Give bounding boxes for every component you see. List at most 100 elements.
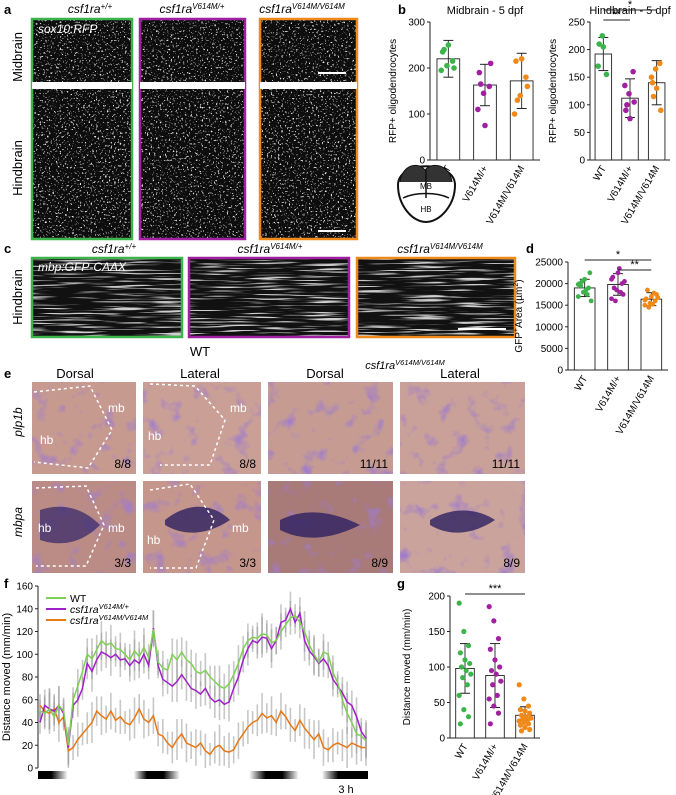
data-point [584, 292, 590, 297]
data-point [465, 714, 472, 720]
y-tick-label: 150 [568, 73, 585, 84]
data-point [497, 664, 503, 670]
y-axis-label: GFP+Area (µm2) [513, 279, 525, 352]
count-label: 3/3 [114, 556, 131, 570]
legend-label-sup: V614M/+ [99, 602, 130, 611]
data-point [517, 722, 523, 728]
bar [640, 298, 663, 371]
data-point [611, 285, 617, 291]
x-tick-label: V614M/+ [471, 742, 501, 783]
count-label: 11/11 [360, 457, 389, 471]
data-point [468, 671, 474, 677]
data-point [465, 643, 472, 649]
data-point [441, 46, 447, 53]
data-point [575, 282, 581, 287]
genotype-het-header-a: csf1raV614M/+ [160, 2, 225, 16]
data-point [467, 660, 473, 667]
data-point [630, 68, 636, 75]
x-tick-label: V614M/+ [606, 164, 636, 205]
y-tick-label: 100 [428, 663, 445, 674]
data-point [522, 724, 528, 730]
data-point [517, 92, 524, 99]
data-point [511, 111, 518, 117]
data-point [487, 60, 494, 67]
data-point [461, 628, 467, 635]
x-tick-label: WT [453, 742, 470, 761]
y-axis-label-part: + [513, 328, 520, 332]
schematic-mb-label: MB [420, 182, 432, 191]
y-tick-label: 80 [22, 673, 34, 684]
data-point [521, 696, 527, 702]
y-tick-label: 40 [22, 718, 34, 729]
mb-label: mb [230, 401, 247, 415]
y-tick-label: 50 [434, 698, 446, 709]
series-line [39, 614, 367, 746]
hb-label: hb [38, 521, 52, 535]
y-tick-label: 160 [16, 582, 33, 593]
data-point [491, 703, 497, 709]
stain-label-sox10: sox10:RFP [38, 22, 97, 36]
data-point [516, 718, 522, 724]
y-axis-label-part: GFP [514, 332, 525, 353]
count-label: 8/9 [371, 556, 388, 570]
schematic-hb-label: HB [420, 205, 431, 214]
data-point [596, 41, 602, 47]
data-point [487, 646, 493, 652]
y-tick-label: 0 [439, 734, 445, 745]
legend-label-sup: V614M/V614M [99, 613, 149, 622]
data-point [655, 295, 661, 300]
panel-letter-c: c [4, 241, 11, 256]
stain-label-mbp: mbp:GFP-CAAX [38, 260, 127, 274]
y-tick-label: 150 [428, 627, 445, 638]
data-point [445, 42, 452, 48]
data-point [458, 664, 465, 670]
panel-letter-a: a [4, 2, 12, 17]
data-point [522, 708, 528, 714]
data-point [595, 63, 601, 69]
x-tick-label: V614M/+ [594, 374, 624, 415]
data-point [457, 650, 463, 656]
y-tick-label: 100 [16, 650, 33, 661]
genotype-wt-header-c: csf1ra+/+ [92, 242, 137, 256]
data-point [495, 710, 502, 716]
y-tick-label: 5000 [541, 344, 564, 355]
legend-label: csf1raV614M/V614M [70, 613, 149, 627]
ish-plp1b-dorsal-mut [268, 382, 393, 474]
data-point [656, 60, 663, 67]
data-point [456, 600, 462, 606]
data-point [658, 107, 664, 114]
y-tick-label: 15000 [535, 301, 563, 312]
y-tick-label: 300 [408, 18, 425, 29]
ish-mbpa-lateral-mut [400, 481, 525, 573]
x-tick-label: WT [573, 374, 590, 393]
genotype-hom-header-a: csf1raV614M/V614M [259, 2, 345, 16]
data-point [451, 65, 457, 71]
data-point [642, 302, 648, 308]
data-point [575, 294, 581, 299]
data-point [476, 69, 483, 76]
data-point [583, 287, 589, 293]
significance-label: ** [612, 9, 621, 21]
data-point [444, 62, 450, 69]
data-point [486, 696, 492, 702]
y-axis-label: Distance moved (mm/min) [402, 609, 413, 726]
data-point [600, 44, 607, 50]
hb-label: hb [147, 533, 161, 547]
y-tick-label: 100 [408, 110, 425, 121]
y-tick-label: 0 [419, 156, 425, 167]
chart-hindbrain: 0 50 100 150 200 250 Hindbrain - 5 dpf RFP+ oli… [548, 0, 672, 227]
column-label-dorsal-mut: Dorsal [306, 366, 344, 381]
y-tick-label: 25000 [535, 258, 563, 269]
data-point [518, 56, 525, 62]
genotype-wt-header-a: csf1ra+/+ [68, 2, 113, 16]
data-point [523, 74, 529, 80]
y-tick-label: 50 [574, 128, 586, 139]
data-point [652, 66, 659, 72]
data-point [651, 290, 657, 296]
data-point [456, 692, 462, 699]
data-point [449, 58, 456, 64]
data-point [462, 657, 468, 663]
data-point [649, 79, 656, 86]
data-point [513, 58, 519, 64]
